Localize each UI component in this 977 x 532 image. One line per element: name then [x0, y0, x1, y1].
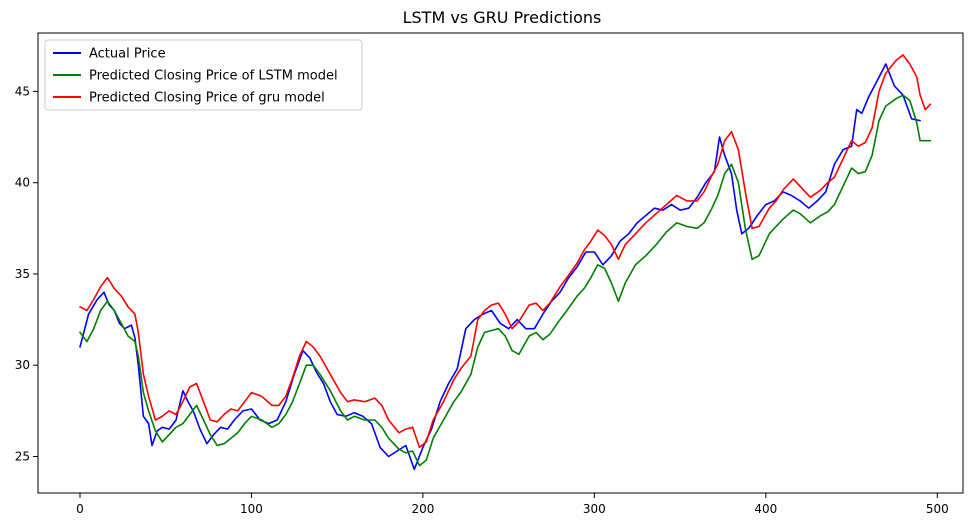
legend-label: Predicted Closing Price of gru model — [89, 91, 325, 106]
x-tick-label: 500 — [926, 502, 949, 516]
y-tick-label: 25 — [15, 449, 30, 463]
series-line-3 — [79, 54, 932, 449]
series-line-1 — [79, 63, 921, 471]
x-tick-label: 0 — [76, 502, 84, 516]
legend-label: Predicted Closing Price of LSTM model — [89, 69, 338, 84]
legend: Actual Price Predicted Closing Price of L… — [44, 39, 363, 111]
chart-title: LSTM vs GRU Predictions — [403, 8, 602, 27]
axes-frame — [37, 32, 964, 494]
y-tick-label: 40 — [15, 176, 30, 190]
x-tick-label: 400 — [754, 502, 777, 516]
legend-box — [44, 39, 363, 111]
y-tick-label: 45 — [15, 84, 30, 98]
x-tick-label: 300 — [583, 502, 606, 516]
y-tick-label: 30 — [15, 358, 30, 372]
legend-label: Actual Price — [89, 47, 166, 62]
x-tick-label: 200 — [411, 502, 434, 516]
axes-layer: 0 100 200 300 400 500 25 30 35 40 45 — [15, 32, 964, 516]
series-line-2 — [79, 94, 932, 467]
x-tick-label: 100 — [240, 502, 263, 516]
series-layer — [79, 54, 932, 471]
y-tick-label: 35 — [15, 267, 30, 281]
